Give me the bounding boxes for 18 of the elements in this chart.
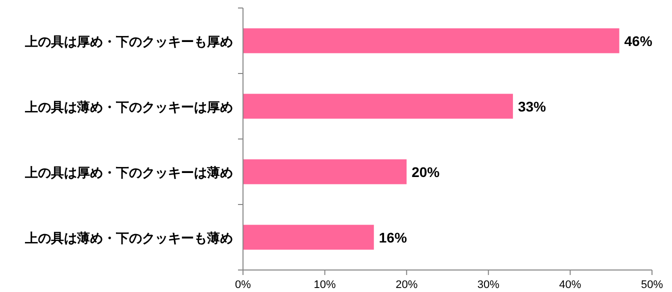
data-label: 46% <box>624 32 653 49</box>
y-tick-label: 上の具は薄め・下のクッキーは厚め <box>24 99 233 114</box>
bar <box>243 159 407 184</box>
x-tick-label: 10% <box>314 279 336 291</box>
bar <box>243 28 620 54</box>
y-tick-label: 上の具は厚め・下のクッキーも厚め <box>24 34 233 49</box>
bar <box>243 224 374 250</box>
data-label: 16% <box>378 229 408 246</box>
x-tick-label: 40% <box>559 279 582 291</box>
y-tick-label: 上の具は薄め・下のクッキーも薄め <box>24 230 233 246</box>
bar <box>243 94 513 119</box>
x-tick-label: 0% <box>235 279 252 291</box>
data-label: 33% <box>518 98 547 114</box>
x-tick-label: 20% <box>396 279 418 291</box>
data-label: 20% <box>412 164 440 180</box>
x-tick-label: 50% <box>640 279 664 291</box>
y-tick-label: 上の具は厚め・下のクッキーは薄め <box>24 164 233 180</box>
x-tick-label: 30% <box>477 279 500 291</box>
